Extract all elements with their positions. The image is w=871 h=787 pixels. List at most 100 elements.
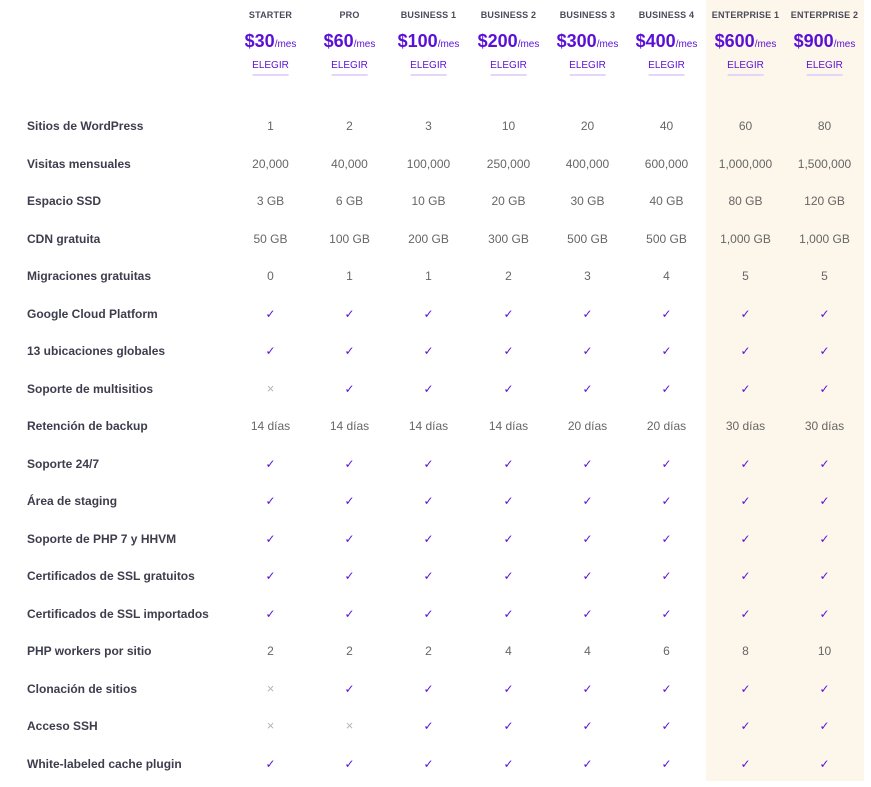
check-icon: ✓ — [344, 569, 355, 583]
feature-cell: ✓ — [469, 445, 548, 483]
feature-row: Migraciones gratuitas 0 1 1 2 3 4 5 5 — [0, 257, 871, 295]
feature-cell: ✓ — [389, 557, 468, 595]
feature-cell: 10 — [817, 644, 832, 658]
feature-cell: 5 — [742, 269, 749, 283]
feature-row: Visitas mensuales 20,000 40,000 100,000 250,… — [0, 145, 871, 183]
feature-cell: ✓ — [706, 445, 785, 483]
check-icon: ✓ — [265, 756, 276, 771]
choose-plan-button[interactable]: ELEGIR — [331, 60, 368, 76]
check-icon: ✓ — [344, 681, 355, 696]
choose-plan-button[interactable]: ELEGIR — [490, 60, 527, 76]
feature-cell: ✓ — [706, 670, 785, 708]
check-icon: ✓ — [819, 756, 830, 771]
feature-cell: 10 — [501, 119, 516, 133]
choose-plan-button[interactable]: ELEGIR — [410, 60, 447, 76]
feature-cell: 2 — [267, 644, 274, 658]
check-icon: ✓ — [740, 606, 751, 621]
feature-cell: ✓ — [627, 295, 706, 333]
feature-cell: ✓ — [389, 520, 468, 558]
check-icon: ✓ — [503, 756, 514, 771]
cross-icon: × — [266, 380, 275, 396]
check-icon: ✓ — [582, 531, 593, 546]
check-icon: ✓ — [582, 719, 593, 733]
feature-label: Clonación de sitios — [27, 681, 138, 696]
plan-price: $400/mes — [617, 30, 716, 56]
feature-cell: 6 — [663, 644, 670, 658]
feature-row: White-labeled cache plugin ✓ ✓ ✓ ✓ ✓ ✓ ✓ ✓ — [0, 745, 871, 783]
check-icon: ✓ — [503, 306, 514, 321]
feature-row: Soporte de PHP 7 y HHVM ✓ ✓ ✓ ✓ ✓ ✓ ✓ ✓ — [0, 520, 871, 558]
check-icon: ✓ — [503, 569, 514, 583]
feature-cell: 300 GB — [488, 231, 529, 246]
feature-cell: ✓ — [706, 595, 785, 633]
check-icon: ✓ — [503, 456, 514, 471]
check-icon: ✓ — [582, 606, 593, 621]
choose-plan-button[interactable]: ELEGIR — [806, 60, 843, 76]
check-icon: ✓ — [582, 756, 593, 771]
check-icon: ✓ — [344, 606, 355, 621]
feature-cell: ✓ — [469, 670, 548, 708]
cross-icon: × — [345, 718, 354, 733]
choose-plan-button[interactable]: ELEGIR — [569, 60, 606, 76]
feature-cell: ✓ — [627, 670, 706, 708]
feature-row: Acceso SSH × × ✓ ✓ ✓ ✓ ✓ ✓ — [0, 707, 871, 745]
check-icon: ✓ — [423, 306, 434, 321]
price-amount: $600 — [714, 31, 755, 51]
feature-cell: ✓ — [548, 482, 627, 520]
check-icon: ✓ — [423, 344, 434, 358]
check-icon: ✓ — [265, 569, 276, 583]
feature-cell: ✓ — [231, 295, 310, 333]
check-icon: ✓ — [503, 344, 514, 358]
feature-cell: ✓ — [627, 482, 706, 520]
check-icon: ✓ — [661, 494, 672, 508]
feature-cell: 8 — [742, 644, 749, 658]
price-suffix: /mes — [437, 39, 460, 50]
feature-cell: 3 — [584, 269, 591, 283]
check-icon: ✓ — [344, 531, 355, 546]
feature-cell: 20 días — [646, 419, 687, 433]
feature-row: Google Cloud Platform ✓ ✓ ✓ ✓ ✓ ✓ ✓ ✓ — [0, 295, 871, 333]
check-icon: ✓ — [819, 681, 830, 696]
choose-plan-button[interactable]: ELEGIR — [252, 60, 289, 76]
feature-cell: 1,500,000 — [797, 156, 852, 171]
feature-cell: ✓ — [389, 670, 468, 708]
price-suffix: /mes — [596, 39, 619, 50]
feature-cell: 14 días — [488, 419, 529, 433]
check-icon: ✓ — [582, 344, 593, 358]
feature-cell: 200 GB — [408, 231, 449, 246]
feature-label: Migraciones gratuitas — [27, 269, 152, 283]
check-icon: ✓ — [740, 681, 751, 696]
check-icon: ✓ — [819, 569, 830, 583]
price-amount: $900 — [793, 31, 834, 51]
check-icon: ✓ — [819, 531, 830, 546]
feature-row: 13 ubicaciones globales ✓ ✓ ✓ ✓ ✓ ✓ ✓ ✓ — [0, 332, 871, 370]
feature-cell: ✓ — [310, 745, 389, 783]
plan-name: PRO — [339, 10, 360, 20]
plan-name: ENTERPRISE 1 — [711, 10, 780, 20]
feature-cell: ✓ — [469, 745, 548, 783]
check-icon: ✓ — [265, 494, 276, 508]
feature-cell: 20 días — [567, 419, 608, 433]
check-icon: ✓ — [582, 681, 593, 696]
check-icon: ✓ — [740, 756, 751, 771]
check-icon: ✓ — [819, 456, 830, 471]
feature-cell: ✓ — [785, 670, 864, 708]
check-icon: ✓ — [740, 344, 751, 358]
plan-price: $300/mes — [538, 30, 637, 56]
check-icon: ✓ — [819, 306, 830, 321]
check-icon: ✓ — [661, 606, 672, 621]
feature-cell: ✓ — [548, 745, 627, 783]
check-icon: ✓ — [503, 381, 514, 396]
price-suffix: /mes — [274, 39, 297, 50]
choose-plan-button[interactable]: ELEGIR — [727, 60, 764, 76]
feature-cell: × — [231, 370, 310, 408]
feature-label: Visitas mensuales — [27, 156, 131, 171]
plans-header: STARTER $30/mes ELEGIR PRO $60/mes ELEGIR BUSI… — [0, 0, 871, 90]
feature-row: Clonación de sitios × ✓ ✓ ✓ ✓ ✓ ✓ ✓ — [0, 670, 871, 708]
feature-cell: ✓ — [785, 295, 864, 333]
check-icon: ✓ — [582, 569, 593, 583]
feature-cell: ✓ — [706, 332, 785, 370]
choose-plan-button[interactable]: ELEGIR — [648, 60, 685, 76]
feature-row: Certificados de SSL gratuitos ✓ ✓ ✓ ✓ ✓ ✓ ✓ ✓ — [0, 557, 871, 595]
cross-icon: × — [266, 718, 275, 733]
